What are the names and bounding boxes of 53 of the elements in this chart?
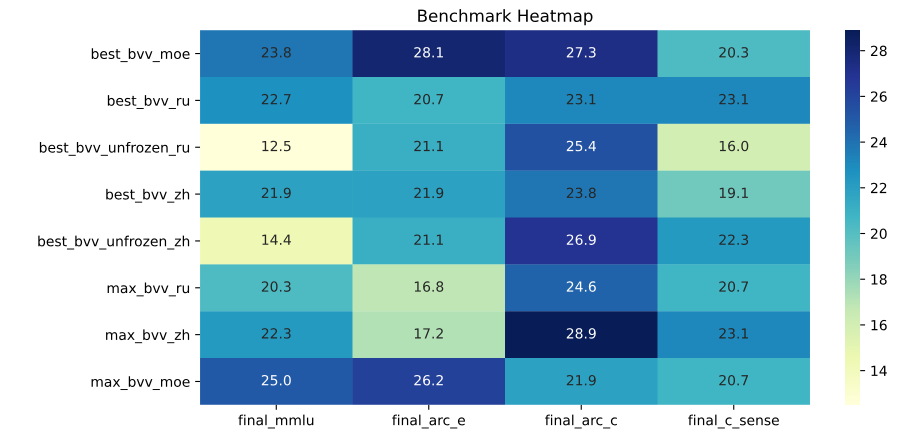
data-label: 27.3	[566, 47, 596, 58]
data-label: 25.4	[566, 140, 596, 152]
y-tick-label: best_bvv_zh	[106, 188, 190, 203]
y-tick-label: max_bvv_moe	[92, 376, 190, 390]
y-tick-label: max_bvv_zh	[106, 329, 190, 344]
data-label: 23.8	[566, 188, 596, 198]
data-label: 20.3	[719, 47, 748, 58]
data-label: 26.2	[414, 375, 443, 386]
y-tick-label: best_bvv_ru	[108, 95, 190, 109]
y-tick-label: best_bvv_unfrozen_zh	[38, 236, 190, 250]
color-bar-label: 14	[871, 366, 887, 376]
data-label: 23.1	[719, 94, 748, 104]
data-label: 21.9	[566, 375, 596, 386]
data-label: 20.7	[719, 375, 748, 386]
x-tick-label: final_c_sense	[688, 414, 779, 428]
data-label: 19.1	[720, 188, 748, 198]
color-bar-label: 16	[871, 320, 887, 330]
data-label: 22.3	[262, 328, 291, 339]
data-label: 20.3	[262, 281, 291, 292]
data-label: 24.6	[566, 281, 596, 292]
color-bar-label: 20	[870, 228, 887, 239]
color-bar-label: 18	[871, 274, 887, 285]
x-tick-label: final_mmlu	[238, 414, 314, 428]
data-label: 21.9	[262, 188, 291, 198]
data-label: 21.9	[414, 188, 444, 198]
data-label: 16.8	[414, 281, 444, 292]
data-label: 21.1	[414, 234, 443, 245]
y-tick-label: best_bvv_unfrozen_ru	[40, 142, 190, 156]
data-label: 23.8	[262, 47, 291, 58]
chart-title: Benchmark Heatmap	[418, 9, 592, 26]
data-label: 22.7	[262, 94, 291, 104]
y-tick-label: best_bvv_moe	[92, 48, 190, 62]
x-tick-label: final_arc_c	[545, 414, 617, 428]
data-label: 23.1	[566, 94, 596, 104]
data-label: 17.2	[414, 328, 443, 338]
data-label: 20.7	[719, 281, 748, 292]
color-bar-label: 22	[870, 182, 886, 194]
data-label: 26.9	[566, 234, 596, 245]
data-label: 12.5	[262, 140, 291, 152]
data-label: 14.4	[262, 234, 291, 245]
y-tick-label: max_bvv_ru	[108, 282, 190, 296]
data-label: 25.0	[262, 375, 291, 386]
data-label: 23.1	[719, 328, 748, 339]
x-tick-label: final_arc_e	[392, 414, 465, 428]
data-label: 20.7	[414, 94, 444, 104]
color-bar-label: 26	[870, 91, 887, 102]
data-label: 22.3	[719, 234, 748, 245]
data-label: 28.9	[566, 328, 596, 339]
data-label: 16.0	[720, 140, 748, 152]
data-label: 28.1	[414, 47, 443, 58]
color-bar-label: 28	[870, 46, 887, 56]
data-label: 21.1	[414, 140, 443, 152]
color-bar-label: 24	[870, 137, 887, 148]
